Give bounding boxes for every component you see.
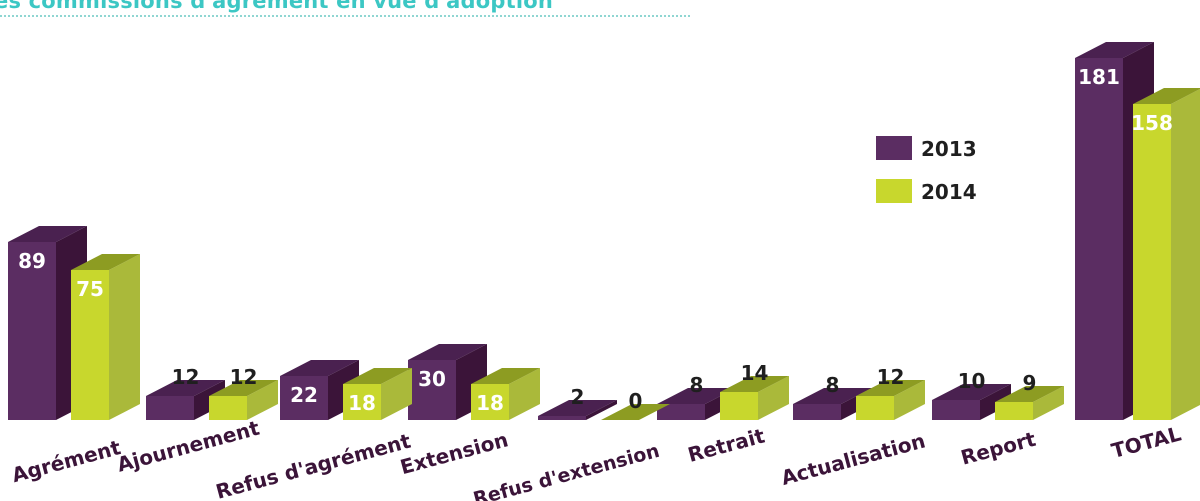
value-label-2013-agrement: 89	[18, 249, 46, 273]
bar-front-face	[1133, 104, 1171, 420]
bar-top-face	[601, 404, 670, 420]
value-label-2014-refus-d-extension: 0	[629, 389, 643, 413]
bar-front-face	[146, 396, 194, 420]
category-label-total: TOTAL	[1109, 421, 1184, 463]
legend-swatch-2013	[876, 136, 912, 160]
bar-side-face	[586, 400, 617, 420]
legend: 2013 2014	[876, 136, 977, 204]
bar-top-face	[471, 368, 540, 384]
bar-front-face	[343, 384, 381, 420]
bar-front-face	[657, 404, 705, 420]
legend-label-2014: 2014	[921, 180, 977, 204]
bar-top-face	[209, 380, 278, 396]
bar-front-face	[280, 376, 328, 420]
bar-side-face	[381, 368, 412, 420]
value-label-2013-refus-d-agrement: 22	[290, 383, 318, 407]
bar-top-face	[657, 388, 736, 404]
bar-top-face	[1075, 42, 1154, 58]
bar-top-face	[1133, 88, 1200, 104]
value-label-2014-agrement: 75	[76, 277, 104, 301]
bar-top-face	[856, 380, 925, 396]
category-label-retrait: Retrait	[685, 423, 767, 467]
bar-front-face	[538, 416, 586, 420]
bar-front-face	[793, 404, 841, 420]
value-label-2013-total: 181	[1078, 65, 1120, 89]
bar-2014-refus-d-extension	[601, 404, 670, 420]
bar-top-face	[71, 254, 140, 270]
bar-side-face	[894, 380, 925, 420]
bar-front-face	[720, 392, 758, 420]
bar-side-face	[109, 254, 140, 420]
value-label-2013-report: 10	[958, 369, 986, 393]
bar-top-face	[280, 360, 359, 376]
bar-2013-extension	[408, 344, 487, 420]
bar-2014-report	[995, 386, 1064, 420]
bar-front-face	[471, 384, 509, 420]
bar-front-face	[209, 396, 247, 420]
chart-title: es commissions d'agrément en vue d'adopt…	[0, 0, 553, 13]
bar-front-face	[8, 242, 56, 420]
value-label-2014-refus-d-agrement: 18	[348, 391, 376, 415]
category-label-actualisation: Actualisation	[779, 428, 928, 490]
value-label-2013-refus-d-extension: 2	[571, 385, 585, 409]
bar-top-face	[932, 384, 1011, 400]
value-label-2014-retrait: 14	[741, 361, 769, 385]
value-label-2014-report: 9	[1023, 371, 1037, 395]
value-label-2013-extension: 30	[418, 367, 446, 391]
bar-2014-extension	[471, 368, 540, 420]
value-label-2013-ajournement: 12	[172, 365, 200, 389]
legend-swatch-2014	[876, 179, 912, 203]
bar-top-face	[146, 380, 225, 396]
bar-top-face	[538, 400, 617, 416]
category-label-extension: Extension	[398, 427, 511, 479]
category-label-agrement: Agrément	[9, 435, 123, 487]
bar-front-face	[71, 270, 109, 420]
legend-label-2013: 2013	[921, 137, 977, 161]
value-label-2013-retrait: 8	[690, 373, 704, 397]
value-label-2014-extension: 18	[476, 391, 504, 415]
value-label-2013-actualisation: 8	[826, 373, 840, 397]
category-label-report: Report	[958, 427, 1038, 470]
bar-2014-retrait	[720, 376, 789, 420]
bar-front-face	[932, 400, 980, 420]
value-label-2014-ajournement: 12	[230, 365, 258, 389]
bar-front-face	[856, 396, 894, 420]
bar-2014-total	[1133, 88, 1200, 420]
bar-2014-ajournement	[209, 380, 278, 420]
category-label-ajournement: Ajournement	[114, 416, 262, 477]
bar-top-face	[8, 226, 87, 242]
bar-top-face	[720, 376, 789, 392]
bar-top-face	[995, 386, 1064, 402]
bar-top-face	[343, 368, 412, 384]
bar-2014-refus-d-agrement	[343, 368, 412, 420]
bar-front-face	[408, 360, 456, 420]
bar-top-face	[408, 344, 487, 360]
bar-side-face	[1171, 89, 1200, 420]
value-label-2014-actualisation: 12	[877, 365, 905, 389]
bar-front-face	[995, 402, 1033, 420]
bar-2014-actualisation	[856, 380, 925, 420]
title-dotted-rule	[0, 15, 690, 17]
value-label-2014-total: 158	[1131, 111, 1173, 135]
bar-side-face	[247, 380, 278, 420]
bar-side-face	[509, 368, 540, 420]
bar-side-face	[1033, 386, 1064, 420]
bar-side-face	[758, 376, 789, 420]
bar-2013-refus-d-extension	[538, 400, 617, 420]
bar-front-face	[1075, 58, 1123, 420]
bar-top-face	[793, 388, 872, 404]
bar-2014-agrement	[71, 254, 140, 420]
